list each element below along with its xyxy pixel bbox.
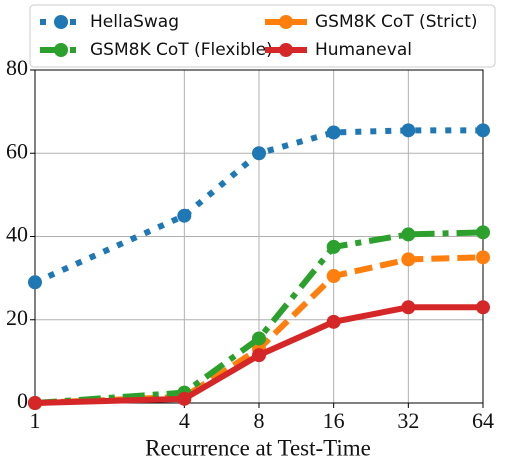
data-point [326, 125, 341, 140]
data-point [401, 252, 416, 267]
x-tick-label: 4 [179, 408, 190, 433]
data-point [252, 146, 266, 161]
series-line [34, 304, 483, 406]
data-point [401, 123, 416, 138]
data-point [177, 391, 192, 406]
data-point [252, 348, 266, 363]
legend-marker [279, 43, 293, 57]
series-line [33, 127, 483, 286]
x-axis-label: Recurrence at Test-Time [145, 435, 371, 460]
x-tick-label: 64 [472, 408, 494, 433]
data-point [326, 314, 341, 329]
series-line [34, 229, 484, 406]
data-point [252, 331, 266, 346]
y-tick-label: 20 [6, 305, 28, 330]
x-tick-label: 1 [30, 408, 41, 433]
x-tick-label: 8 [254, 408, 265, 433]
y-tick-label: 60 [6, 138, 28, 163]
data-point [476, 250, 490, 265]
legend-label: GSM8K CoT (Strict) [315, 12, 478, 32]
data-point [476, 300, 490, 315]
legend-marker [54, 15, 68, 29]
y-tick-label: 40 [6, 222, 28, 247]
data-point [401, 227, 416, 242]
legend-label: GSM8K CoT (Flexible) [90, 40, 273, 60]
legend-label: Humaneval [315, 40, 412, 60]
x-tick-label: 32 [397, 408, 419, 433]
data-point [476, 225, 490, 240]
series-line [34, 254, 484, 406]
data-point [28, 396, 42, 410]
legend-label: HellaSwag [90, 12, 179, 32]
data-point [401, 300, 416, 315]
legend-box [29, 4, 496, 68]
y-tick-label: 80 [6, 55, 28, 80]
data-point [326, 239, 341, 254]
data-point [177, 208, 192, 223]
data-point [476, 123, 490, 138]
data-point [28, 275, 42, 290]
x-tick-label: 16 [323, 408, 345, 433]
y-tick-label: 0 [17, 388, 28, 413]
data-point [326, 269, 341, 284]
legend-marker [54, 43, 68, 57]
legend-marker [279, 15, 293, 29]
